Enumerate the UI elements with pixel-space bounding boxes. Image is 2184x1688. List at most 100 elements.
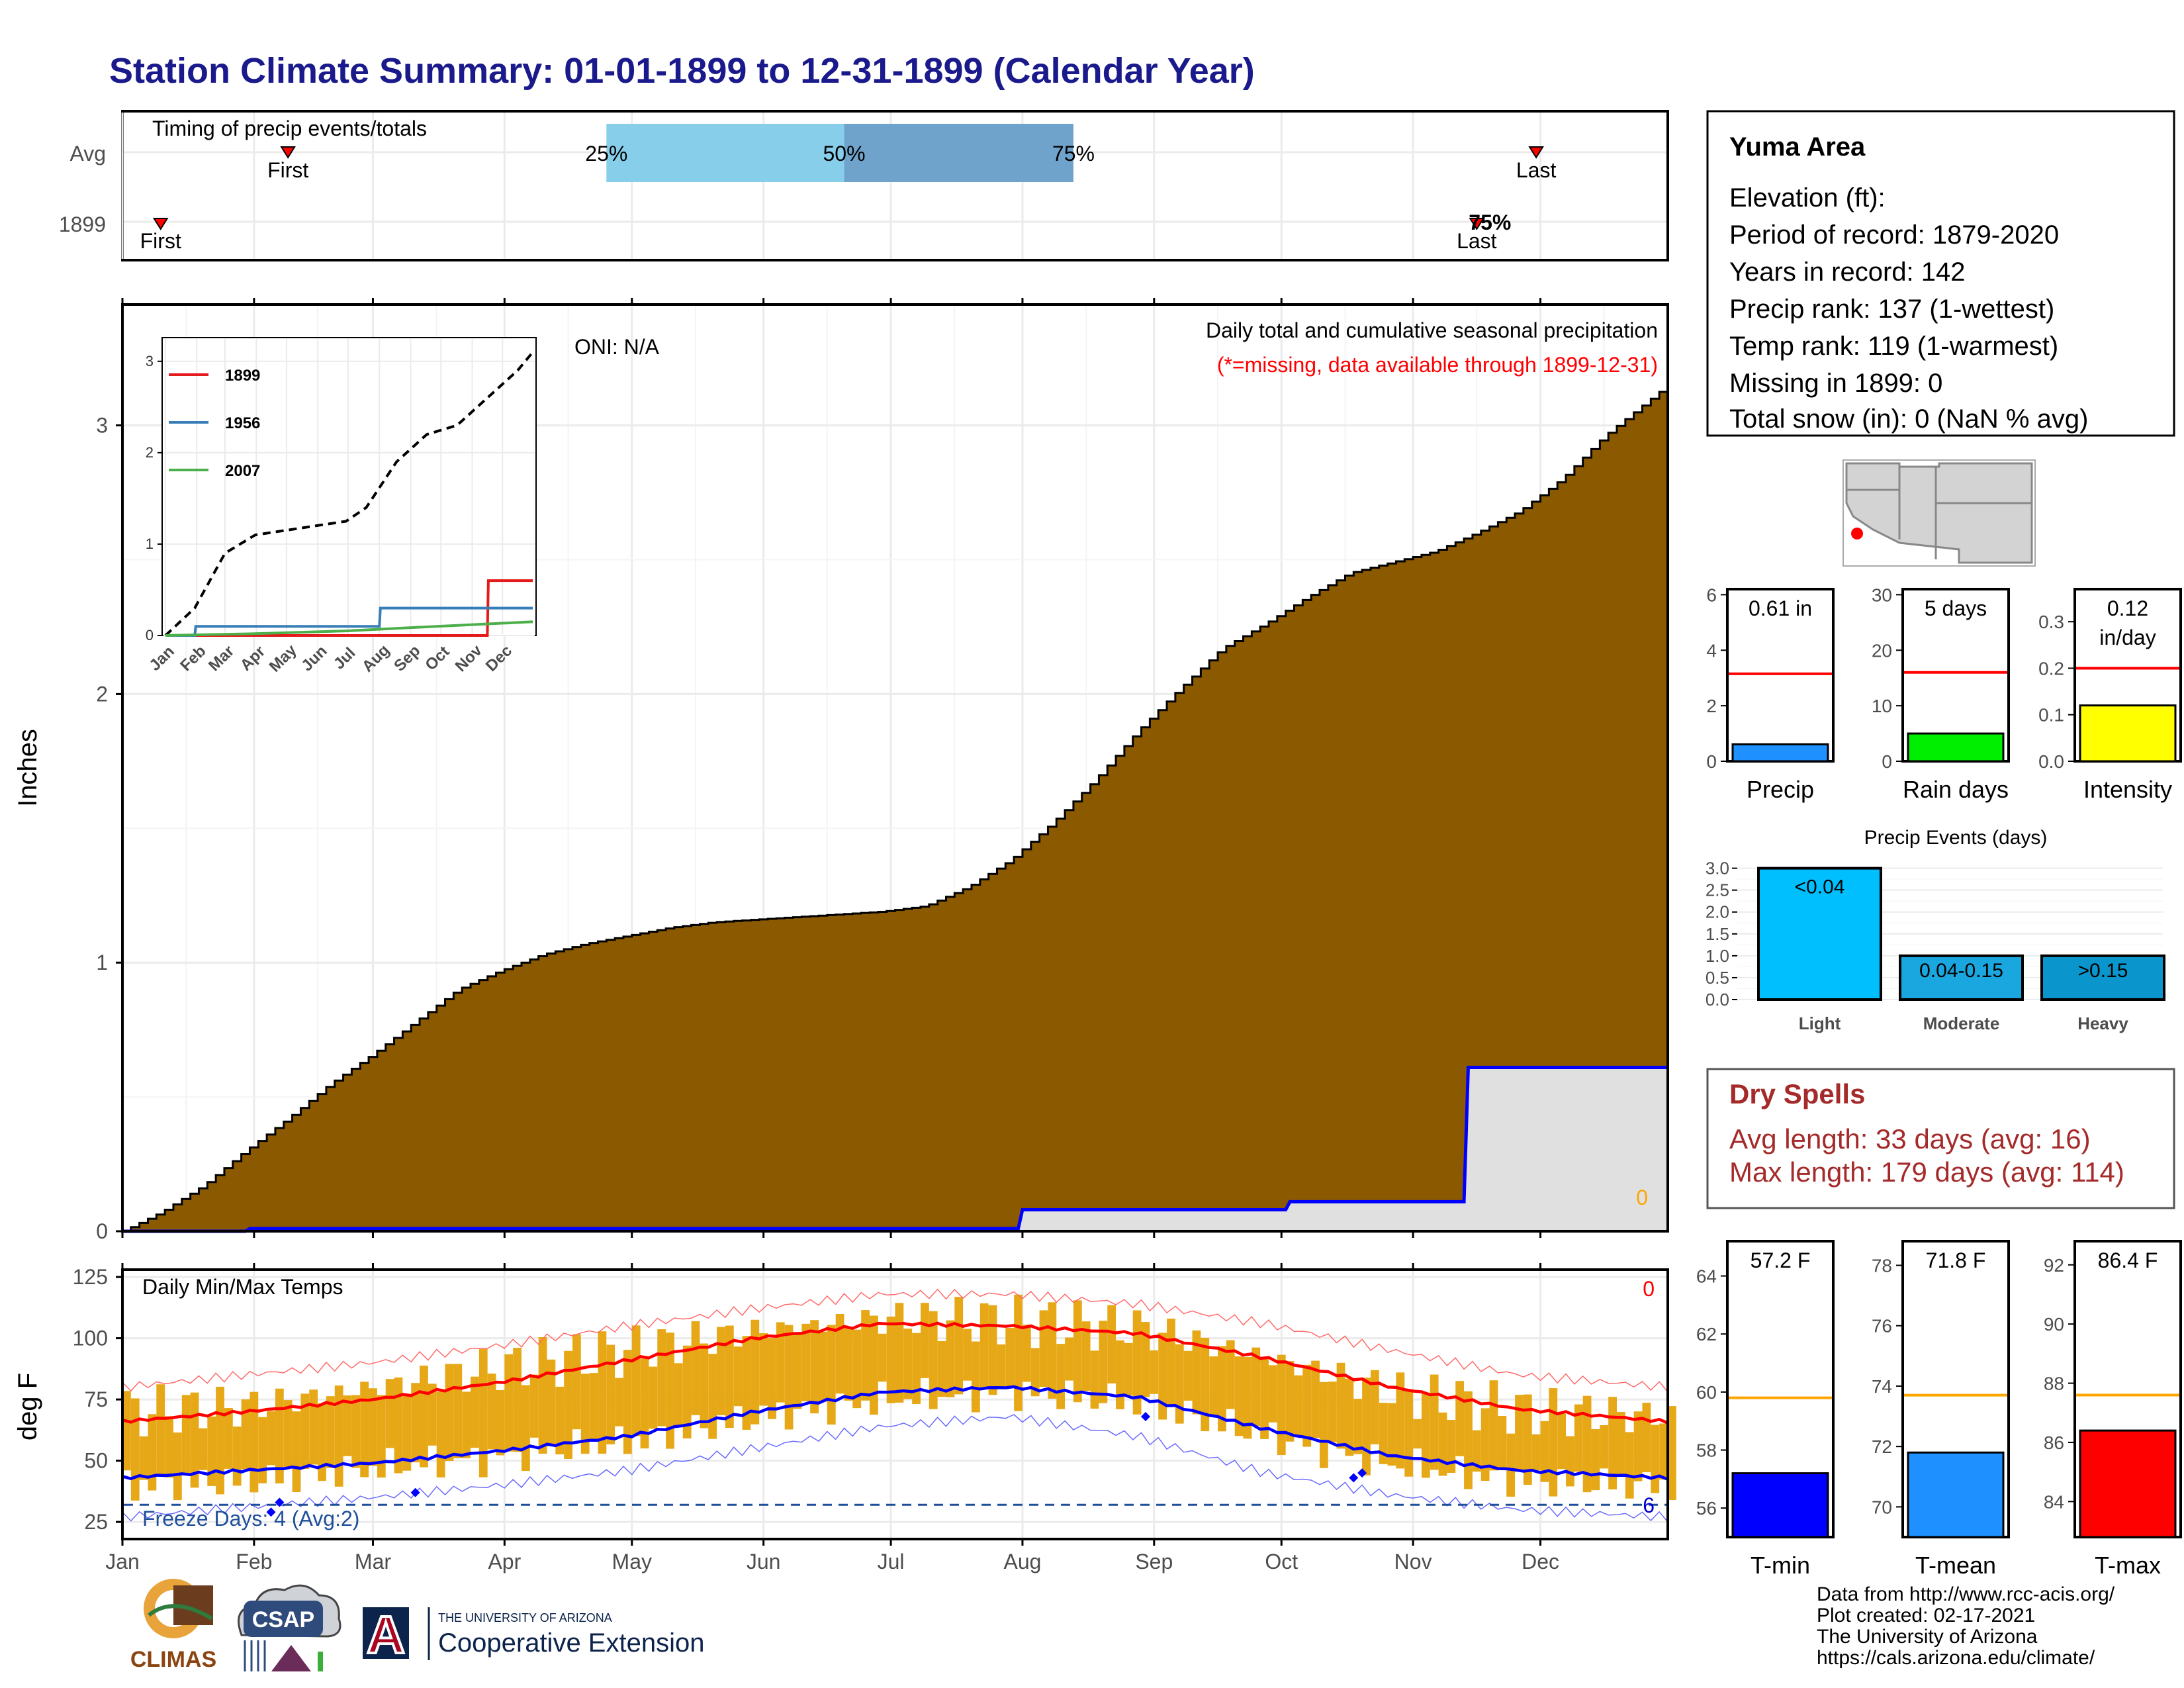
mini-chart-bar bbox=[1731, 1472, 1829, 1538]
temp-daily-bar bbox=[165, 1416, 173, 1478]
temp-daily-bar bbox=[1353, 1399, 1363, 1454]
month-label: Oct bbox=[1265, 1550, 1298, 1573]
mini-chart-t-mean: 70 72 74 76 78 71.8 F T-mean bbox=[1872, 1240, 2010, 1579]
precip-ylabel: Inches bbox=[13, 729, 42, 807]
temp-daily-bar bbox=[122, 1391, 131, 1471]
mini-chart-t-max: 84 86 88 90 92 86.4 F T-max bbox=[2044, 1240, 2182, 1579]
precip-ytick-label: 3 bbox=[96, 414, 108, 438]
temp-daily-bar bbox=[937, 1341, 946, 1397]
dry-spells-avg: Avg length: 33 days (avg: 16) bbox=[1729, 1123, 2091, 1154]
footer-credits: Data from http://www.rcc-acis.org/ Plot … bbox=[1817, 1583, 2115, 1669]
temp-daily-bar bbox=[649, 1366, 658, 1429]
freeze-point-icon bbox=[1140, 1412, 1150, 1421]
temp-daily-bar bbox=[487, 1373, 496, 1450]
mini-chart-ytick-label: 74 bbox=[1872, 1376, 1892, 1397]
mini-chart-ytick-label: 86 bbox=[2044, 1432, 2064, 1453]
temp-daily-bar bbox=[700, 1343, 709, 1429]
precip-events-chart: Precip Events (days) <0.04 Light 0.04-0.15… bbox=[1706, 827, 2165, 1033]
footer-line: https://cals.arizona.edu/climate/ bbox=[1817, 1647, 2095, 1669]
temp-daily-bar bbox=[139, 1436, 148, 1480]
mini-chart-ytick-label: 78 bbox=[1872, 1255, 1892, 1276]
temp-daily-bar bbox=[1421, 1392, 1430, 1478]
month-label: Apr bbox=[488, 1550, 521, 1573]
mini-chart-ytick-label: 0.3 bbox=[2038, 612, 2064, 632]
events-bar-label: >0.15 bbox=[2078, 960, 2128, 982]
temp-daily-bar bbox=[1192, 1330, 1201, 1415]
temp-daily-bar bbox=[351, 1395, 361, 1468]
temp-daily-bar bbox=[979, 1303, 989, 1389]
mini-chart-label: Rain days bbox=[1903, 776, 2009, 803]
temp-daily-bar bbox=[1642, 1403, 1651, 1473]
mini-chart-ytick-label: 6 bbox=[1706, 585, 1717, 605]
temp-daily-bar bbox=[334, 1385, 343, 1487]
obs-last-marker-icon bbox=[1469, 218, 1485, 230]
info-missing: Missing in 1899: 0 bbox=[1729, 369, 1942, 398]
temp-daily-bar bbox=[1413, 1419, 1422, 1449]
events-ytick-label: 0.0 bbox=[1706, 990, 1729, 1009]
dry-spells-title: Dry Spells bbox=[1729, 1078, 1865, 1109]
events-category-label: Moderate bbox=[1923, 1013, 2000, 1033]
footer-line: Data from http://www.rcc-acis.org/ bbox=[1817, 1583, 2115, 1605]
timing-pct-label: 25% bbox=[585, 142, 627, 165]
mini-chart-ytick-label: 2 bbox=[1706, 696, 1717, 716]
temp-daily-bar bbox=[1226, 1340, 1235, 1409]
dry-spells-max: Max length: 179 days (avg: 114) bbox=[1729, 1156, 2124, 1188]
temp-daily-bar bbox=[1404, 1389, 1414, 1477]
avg-first-label: First bbox=[267, 158, 308, 182]
mini-chart-label: T-max bbox=[2095, 1552, 2161, 1579]
month-label: Jul bbox=[878, 1550, 905, 1573]
temp-daily-bar bbox=[759, 1333, 768, 1406]
temp-daily-bar bbox=[360, 1382, 369, 1477]
temp-daily-bar bbox=[682, 1345, 692, 1438]
temp-daily-bar bbox=[471, 1376, 479, 1448]
obs-last-label: Last bbox=[1457, 229, 1497, 253]
freeze-count: 6 bbox=[1643, 1493, 1655, 1517]
inset-ytick-label: 3 bbox=[146, 353, 154, 369]
temp-daily-bar bbox=[768, 1338, 776, 1419]
university-of-arizona-logo: A THE UNIVERSITY OF ARIZONA Cooperative … bbox=[363, 1604, 704, 1665]
inset-ytick-label: 2 bbox=[146, 444, 154, 461]
station-name: Yuma Area bbox=[1729, 132, 1866, 162]
mini-chart-value: 0.12 bbox=[2107, 596, 2148, 620]
events-category-label: Heavy bbox=[2077, 1013, 2128, 1033]
temp-daily-bar bbox=[903, 1329, 913, 1399]
mini-chart-value: 57.2 F bbox=[1751, 1248, 1811, 1272]
temp-daily-bar bbox=[343, 1395, 352, 1456]
temp-daily-bar bbox=[1132, 1310, 1142, 1415]
temp-daily-bar bbox=[801, 1323, 811, 1401]
mini-chart-ytick-label: 30 bbox=[1872, 585, 1892, 605]
month-label: Mar bbox=[355, 1550, 391, 1573]
temp-daily-bar bbox=[844, 1327, 853, 1401]
temp-ytick-label: 50 bbox=[84, 1449, 108, 1473]
temp-daily-bar bbox=[529, 1374, 539, 1438]
mini-chart-ytick-label: 60 bbox=[1696, 1382, 1717, 1403]
temp-daily-bar bbox=[1608, 1397, 1617, 1489]
temp-daily-bar bbox=[318, 1403, 326, 1481]
temp-daily-bar bbox=[708, 1354, 717, 1439]
arizona-line1: THE UNIVERSITY OF ARIZONA bbox=[438, 1611, 612, 1624]
temp-daily-bar bbox=[946, 1320, 955, 1397]
temp-daily-bar bbox=[199, 1428, 208, 1470]
mini-chart-ytick-label: 92 bbox=[2044, 1255, 2064, 1276]
freeze-point-icon bbox=[410, 1487, 420, 1497]
timing-row-1899: 1899 bbox=[59, 212, 106, 236]
obs-overlap-label: 75% bbox=[1469, 211, 1511, 234]
temp-daily-bar bbox=[920, 1303, 929, 1378]
temp-daily-bar bbox=[538, 1336, 547, 1454]
inset-legend-label: 2007 bbox=[225, 462, 260, 480]
precip-missing-note: (*=missing, data available through 1899-… bbox=[1217, 353, 1658, 377]
temp-missing-count: 0 bbox=[1643, 1277, 1655, 1301]
temp-daily-bar bbox=[1175, 1344, 1184, 1424]
events-ytick-label: 2.0 bbox=[1706, 902, 1729, 922]
info-years: Years in record: 142 bbox=[1729, 258, 1966, 287]
inset-series-avg bbox=[164, 351, 534, 637]
obs-first-marker-icon bbox=[152, 218, 169, 230]
temp-daily-bar bbox=[1081, 1321, 1091, 1391]
mini-chart-label: Precip bbox=[1747, 776, 1814, 803]
mini-chart-ytick-label: 76 bbox=[1872, 1316, 1892, 1336]
temp-line-avg_max bbox=[122, 1321, 1668, 1425]
temp-line-avg_min bbox=[122, 1385, 1668, 1481]
temp-daily-bar bbox=[895, 1303, 904, 1403]
temp-daily-bar bbox=[1269, 1365, 1277, 1423]
temp-daily-bar bbox=[478, 1349, 488, 1477]
